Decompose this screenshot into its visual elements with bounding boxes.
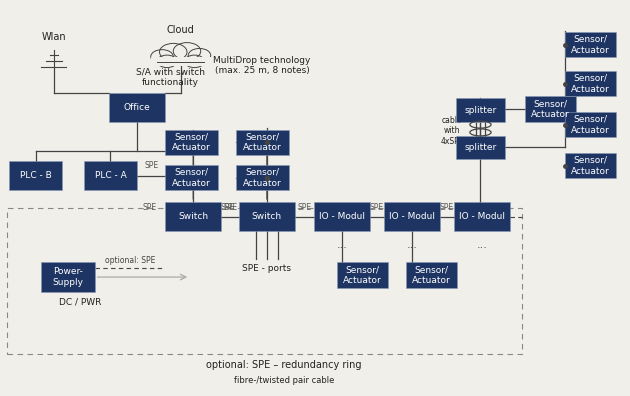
Text: fibre-/twisted pair cable: fibre-/twisted pair cable: [234, 376, 334, 385]
FancyBboxPatch shape: [9, 161, 62, 190]
Text: Switch: Switch: [178, 212, 209, 221]
FancyBboxPatch shape: [564, 32, 616, 57]
Circle shape: [173, 43, 201, 60]
Circle shape: [157, 55, 177, 68]
Text: IO - Modul: IO - Modul: [459, 212, 505, 221]
Text: PLC - A: PLC - A: [94, 171, 127, 180]
Text: Switch: Switch: [252, 212, 282, 221]
FancyBboxPatch shape: [236, 129, 289, 155]
FancyBboxPatch shape: [456, 135, 505, 159]
FancyBboxPatch shape: [384, 202, 440, 231]
FancyBboxPatch shape: [564, 153, 616, 179]
FancyBboxPatch shape: [151, 57, 210, 67]
Text: SPE: SPE: [220, 203, 234, 212]
FancyBboxPatch shape: [525, 97, 576, 122]
Text: SPE: SPE: [297, 203, 311, 212]
FancyBboxPatch shape: [314, 202, 370, 231]
Text: SPE: SPE: [144, 161, 158, 170]
Text: cable
with
4xSPE: cable with 4xSPE: [440, 116, 464, 146]
Circle shape: [151, 50, 173, 64]
Text: Sensor/
Actuator: Sensor/ Actuator: [531, 99, 570, 119]
FancyBboxPatch shape: [236, 165, 289, 190]
FancyBboxPatch shape: [456, 99, 505, 122]
FancyBboxPatch shape: [454, 202, 510, 231]
Text: Cloud: Cloud: [167, 25, 195, 35]
Text: Sensor/
Actuator: Sensor/ Actuator: [243, 132, 282, 152]
Text: SPE: SPE: [142, 203, 157, 212]
Text: Sensor/
Actuator: Sensor/ Actuator: [343, 265, 382, 285]
Text: Office: Office: [123, 103, 151, 112]
Text: Wlan: Wlan: [42, 32, 66, 42]
Text: ...: ...: [406, 240, 417, 250]
FancyBboxPatch shape: [564, 71, 616, 97]
FancyBboxPatch shape: [564, 112, 616, 137]
Text: MultiDrop technology
(max. 25 m, 8 notes): MultiDrop technology (max. 25 m, 8 notes…: [213, 55, 311, 75]
Text: Sensor/
Actuator: Sensor/ Actuator: [571, 74, 610, 94]
FancyBboxPatch shape: [109, 93, 165, 122]
Circle shape: [159, 44, 187, 61]
Text: PLC - B: PLC - B: [20, 171, 52, 180]
Text: SPE: SPE: [370, 203, 384, 212]
Text: Sensor/
Actuator: Sensor/ Actuator: [172, 168, 211, 188]
FancyBboxPatch shape: [165, 129, 218, 155]
Text: splitter: splitter: [464, 143, 496, 152]
FancyBboxPatch shape: [165, 165, 218, 190]
Text: SPE: SPE: [495, 203, 508, 212]
Text: Sensor/
Actuator: Sensor/ Actuator: [571, 35, 610, 55]
FancyBboxPatch shape: [406, 263, 457, 288]
Text: splitter: splitter: [464, 106, 496, 115]
Text: Sensor/
Actuator: Sensor/ Actuator: [243, 168, 282, 188]
Text: Sensor/
Actuator: Sensor/ Actuator: [571, 156, 610, 176]
FancyBboxPatch shape: [42, 263, 94, 292]
FancyBboxPatch shape: [165, 202, 221, 231]
FancyBboxPatch shape: [84, 161, 137, 190]
Text: Sensor/
Actuator: Sensor/ Actuator: [172, 132, 211, 152]
Text: optional: SPE: optional: SPE: [105, 256, 155, 265]
Circle shape: [185, 55, 205, 68]
Text: IO - Modul: IO - Modul: [389, 212, 435, 221]
Text: SPE: SPE: [440, 203, 454, 212]
Text: S/A with switch
functionality: S/A with switch functionality: [135, 67, 205, 87]
Text: SPE - ports: SPE - ports: [243, 265, 292, 273]
FancyBboxPatch shape: [337, 263, 388, 288]
Text: ...: ...: [476, 240, 487, 250]
Text: SPE: SPE: [223, 203, 237, 212]
Text: optional: SPE – redundancy ring: optional: SPE – redundancy ring: [206, 360, 362, 370]
Text: ...: ...: [336, 240, 347, 250]
FancyBboxPatch shape: [239, 202, 295, 231]
Text: Sensor/
Actuator: Sensor/ Actuator: [571, 115, 610, 135]
Text: DC / PWR: DC / PWR: [59, 297, 101, 307]
Text: Sensor/
Actuator: Sensor/ Actuator: [412, 265, 450, 285]
Text: Power-
Supply: Power- Supply: [52, 267, 84, 287]
Text: IO - Modul: IO - Modul: [319, 212, 365, 221]
Circle shape: [188, 48, 210, 63]
